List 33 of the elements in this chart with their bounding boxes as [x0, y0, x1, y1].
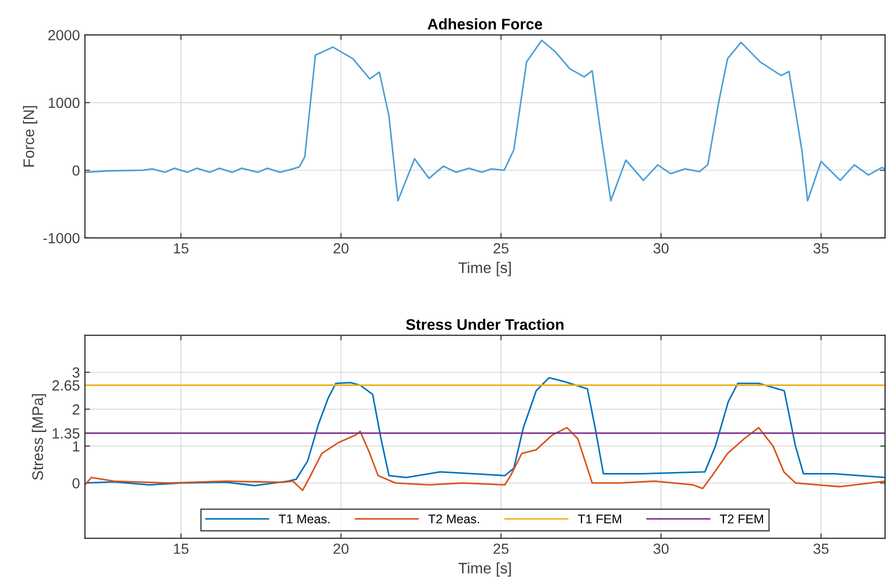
- x-tick-label: 30: [653, 544, 669, 554]
- x-tick-label: 25: [494, 544, 508, 554]
- chart-title: Adhesion Force: [428, 18, 542, 30]
- y-tick-label: -1000: [43, 233, 80, 244]
- line-series: [84, 40, 886, 202]
- x-tick-label: 15: [174, 243, 188, 254]
- legend-label: T2 Meas.: [428, 514, 480, 524]
- line-series: [84, 426, 886, 492]
- x-tick-label: 15: [174, 544, 188, 554]
- y-tick-label: 2: [72, 404, 80, 414]
- legend-label: T1 Meas.: [278, 514, 330, 524]
- y-tick-label: 2.65: [52, 380, 80, 391]
- x-tick-label: 30: [653, 243, 669, 254]
- y-tick-label: 1: [73, 441, 80, 452]
- x-tick-label: 35: [813, 544, 829, 554]
- y-tick-label: 0: [72, 165, 80, 176]
- y-tick-label: 3: [72, 367, 80, 378]
- y-axis-title: Force [N]: [22, 106, 38, 167]
- line-series: [84, 377, 886, 486]
- x-axis-title: Time [s]: [458, 262, 511, 276]
- y-axis-title: Stress [MPa]: [32, 394, 46, 480]
- legend-label: T1 FEM: [578, 514, 622, 524]
- x-tick-label: 20: [334, 243, 349, 254]
- y-tick-label: 1000: [48, 98, 80, 108]
- y-tick-label: 1.35: [52, 428, 80, 439]
- y-tick-label: 2000: [48, 30, 80, 40]
- chart-title: Stress Under Traction: [406, 318, 564, 330]
- x-axis-title: Time [s]: [458, 562, 511, 577]
- y-tick-label: 0: [72, 478, 80, 488]
- x-tick-label: 20: [334, 544, 349, 554]
- x-tick-label: 25: [494, 243, 508, 254]
- x-tick-label: 35: [813, 243, 829, 254]
- legend-label: T2 FEM: [720, 514, 764, 524]
